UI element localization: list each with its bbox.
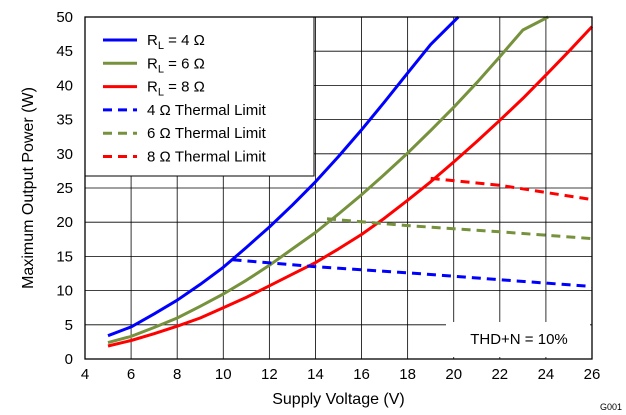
x-tick-label: 4 [81, 366, 89, 383]
y-tick-label: 15 [56, 248, 73, 265]
y-tick-label: 35 [56, 112, 73, 129]
legend-label: RL = 8 Ω [147, 79, 205, 99]
x-tick-label: 14 [307, 366, 324, 383]
annotation-thd: THD+N = 10% [470, 331, 568, 348]
legend-label: RL = 4 Ω [147, 32, 205, 52]
legend-box [84, 16, 315, 177]
y-tick-label: 50 [56, 9, 73, 26]
x-tick-label: 10 [215, 366, 232, 383]
x-tick-label: 22 [491, 366, 508, 383]
y-tick-label: 20 [56, 214, 73, 231]
series-line-8-thermal-limit [430, 176, 593, 202]
x-tick-label: 26 [584, 366, 601, 383]
legend-label: 8 Ω Thermal Limit [147, 149, 267, 166]
tick-labels: 4 6 8 10 12 14 16 18 20 22 24 26 0 5 10 15 20 25 30 35 40 45 5… [56, 9, 600, 383]
x-axis-label: Supply Voltage (V) [272, 391, 405, 408]
legend-label: 4 Ω Thermal Limit [147, 102, 267, 119]
y-axis-label: Maximum Output Power (W) [20, 87, 37, 289]
y-tick-label: 5 [65, 317, 73, 334]
legend-label: 6 Ω Thermal Limit [147, 125, 267, 142]
y-tick-label: 0 [65, 351, 73, 368]
x-tick-label: 8 [173, 366, 181, 383]
x-tick-label: 24 [538, 366, 555, 383]
grid [85, 17, 592, 359]
x-tick-label: 6 [127, 366, 135, 383]
plot-frame [84, 16, 593, 360]
x-tick-label: 18 [399, 366, 416, 383]
y-tick-label: 45 [56, 43, 73, 60]
y-tick-label: 40 [56, 77, 73, 94]
series-line-6-thermal-limit [326, 217, 593, 241]
x-tick-label: 20 [445, 366, 462, 383]
series-line-r-l-4 [107, 15, 460, 338]
series-lines [107, 15, 594, 348]
x-tick-label: 12 [261, 366, 278, 383]
y-tick-label: 25 [56, 180, 73, 197]
legend: RL = 4 Ω RL = 6 Ω RL = 8 Ω 4 Ω Thermal Limi… [103, 32, 267, 166]
series-line-r-l-6 [107, 15, 549, 345]
legend-label: RL = 6 Ω [147, 55, 205, 75]
series-line-r-l-8 [107, 25, 594, 348]
y-tick-label: 10 [56, 283, 73, 300]
series-line-4-thermal-limit [232, 258, 593, 288]
x-tick-label: 16 [353, 366, 370, 383]
annotation-box [446, 322, 590, 357]
y-tick-label: 30 [56, 146, 73, 163]
figure-id: G001 [600, 402, 622, 412]
